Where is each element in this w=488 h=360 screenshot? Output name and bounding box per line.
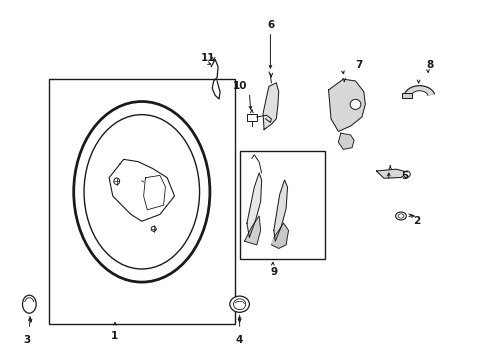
Ellipse shape (151, 226, 156, 231)
Polygon shape (338, 133, 353, 149)
Text: 9: 9 (270, 267, 277, 277)
Text: 1: 1 (111, 330, 118, 341)
Polygon shape (143, 175, 165, 210)
Ellipse shape (76, 104, 207, 280)
Polygon shape (376, 169, 404, 178)
Text: 8: 8 (426, 60, 433, 70)
Text: 2: 2 (412, 216, 420, 226)
Polygon shape (328, 79, 365, 131)
Polygon shape (263, 83, 278, 130)
Text: 3: 3 (23, 335, 30, 345)
Ellipse shape (229, 296, 249, 312)
Ellipse shape (22, 295, 36, 313)
Text: 5: 5 (400, 171, 407, 181)
Text: 11: 11 (200, 53, 215, 63)
Text: 4: 4 (235, 335, 243, 345)
Polygon shape (403, 86, 433, 96)
Bar (401, 93, 411, 98)
Text: 10: 10 (232, 81, 246, 91)
Ellipse shape (397, 214, 403, 218)
Ellipse shape (233, 299, 245, 310)
Ellipse shape (114, 178, 120, 184)
Ellipse shape (76, 104, 207, 280)
Bar (239, 151, 325, 259)
Polygon shape (273, 180, 287, 241)
Ellipse shape (395, 212, 406, 220)
Polygon shape (244, 216, 260, 245)
Polygon shape (246, 173, 261, 238)
Polygon shape (109, 159, 174, 221)
Ellipse shape (349, 99, 360, 109)
Ellipse shape (403, 171, 409, 177)
Bar (49, 79, 234, 324)
Polygon shape (271, 223, 288, 248)
Text: 6: 6 (267, 20, 274, 30)
Ellipse shape (84, 114, 199, 269)
Bar (246, 114, 256, 121)
Text: 7: 7 (355, 60, 363, 70)
